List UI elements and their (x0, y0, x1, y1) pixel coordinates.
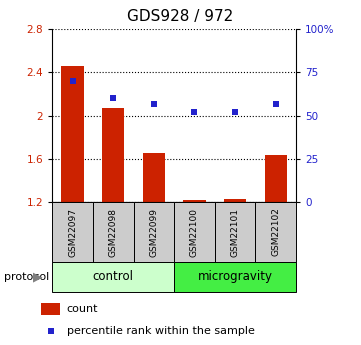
FancyBboxPatch shape (134, 202, 174, 262)
Text: microgravity: microgravity (197, 270, 273, 283)
Text: GSM22102: GSM22102 (271, 208, 280, 256)
Bar (41, 303, 60, 315)
FancyBboxPatch shape (52, 202, 93, 262)
Point (151, 101, 157, 106)
Text: control: control (93, 270, 134, 283)
Point (192, 109, 197, 115)
Point (273, 101, 279, 106)
Text: GDS928 / 972: GDS928 / 972 (127, 9, 234, 23)
Text: protocol: protocol (4, 272, 49, 282)
Bar (183, 200, 206, 202)
Text: GSM22099: GSM22099 (149, 207, 158, 257)
Point (110, 96, 116, 101)
Text: GSM22101: GSM22101 (231, 207, 240, 257)
Text: ▶: ▶ (33, 270, 43, 283)
Text: count: count (67, 304, 98, 314)
Text: GSM22098: GSM22098 (109, 207, 118, 257)
Point (70, 78, 75, 84)
Bar (143, 153, 165, 202)
Text: GSM22097: GSM22097 (68, 207, 77, 257)
FancyBboxPatch shape (52, 262, 174, 292)
FancyBboxPatch shape (215, 202, 256, 262)
FancyBboxPatch shape (93, 202, 134, 262)
FancyBboxPatch shape (256, 202, 296, 262)
Text: percentile rank within the sample: percentile rank within the sample (67, 326, 255, 336)
Bar (102, 108, 125, 202)
Point (48, 328, 53, 334)
Bar (61, 66, 84, 202)
Text: GSM22100: GSM22100 (190, 207, 199, 257)
FancyBboxPatch shape (174, 262, 296, 292)
FancyBboxPatch shape (174, 202, 215, 262)
Bar (265, 156, 287, 202)
Point (232, 109, 238, 115)
Bar (224, 199, 246, 202)
